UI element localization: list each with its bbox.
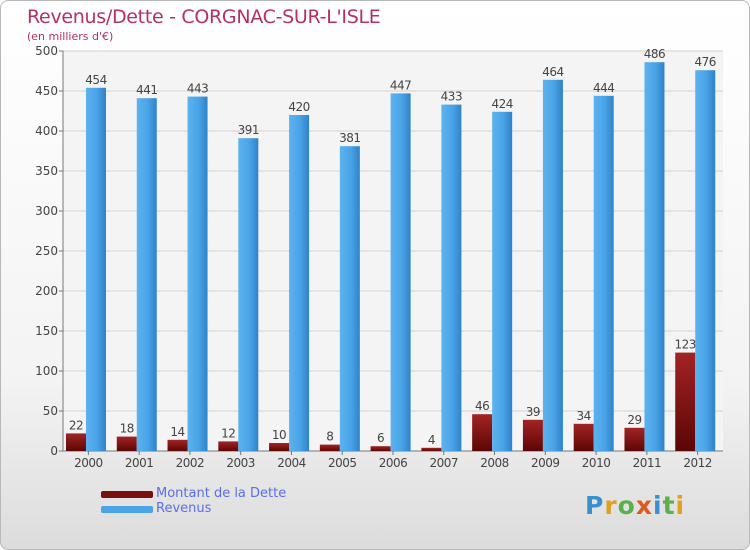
x-tick-label: 2011 [633,456,662,470]
data-label-revenue: 433 [441,90,462,104]
bar-revenue [187,96,208,451]
bar-debt [472,414,493,451]
y-tick-label: 450 [35,84,58,98]
bar-debt [167,439,188,451]
bar-revenue [441,104,462,451]
bar-debt [624,427,645,451]
bar-revenue [136,98,157,451]
x-tick-label: 2000 [74,456,103,470]
data-label-debt: 22 [69,418,83,432]
bar-debt [573,423,594,451]
data-label-debt: 123 [675,338,696,352]
data-label-debt: 4 [428,433,435,447]
bar-revenue [644,62,665,451]
bar-revenue [542,79,563,452]
data-label-revenue: 391 [238,123,259,137]
bar-debt [675,352,696,451]
bar-debt [116,436,137,451]
x-tick-label: 2007 [429,456,458,470]
data-label-revenue: 424 [491,97,512,111]
data-label-debt: 12 [221,426,235,440]
data-label-revenue: 486 [644,47,665,61]
data-label-debt: 46 [475,399,489,413]
chart-subtitle: (en milliers d'€) [27,30,114,43]
data-label-revenue: 441 [136,83,157,97]
bar-revenue [238,138,259,451]
data-label-revenue: 420 [288,100,309,114]
y-tick-label: 200 [35,284,58,298]
y-tick-label: 150 [35,324,58,338]
proxiti-logo: Proxiti [585,491,686,520]
data-label-debt: 10 [272,428,286,442]
legend-label-revenue: Revenus [156,501,212,516]
bar-revenue [593,95,614,452]
x-tick-label: 2005 [328,456,357,470]
bar-revenue [289,115,310,451]
data-label-revenue: 443 [187,82,208,96]
bar-revenue [339,146,360,451]
y-tick-label: 300 [35,204,58,218]
legend-swatch-revenue [101,506,153,513]
bar-debt [319,444,340,451]
data-label-revenue: 447 [390,78,411,92]
data-label-debt: 39 [526,405,540,419]
bar-debt [218,441,239,451]
bar-debt [269,443,290,451]
y-tick-label: 400 [35,124,58,138]
data-label-debt: 29 [627,413,641,427]
data-label-revenue: 444 [593,81,614,95]
y-tick-label: 250 [35,244,58,258]
legend-swatch-debt [101,491,153,498]
data-label-debt: 18 [120,422,134,436]
bar-debt [66,433,86,451]
x-tick-label: 2009 [531,456,560,470]
x-tick-label: 2008 [480,456,509,470]
legend-label-debt: Montant de la Dette [156,486,287,501]
data-label-debt: 6 [377,431,384,445]
bar-debt [522,419,543,451]
data-label-revenue: 464 [542,65,563,79]
chart-title: Revenus/Dette - CORGNAC-SUR-L'ISLE [27,6,381,28]
y-tick-label: 100 [35,364,58,378]
bar-revenue [492,111,513,452]
x-tick-label: 2012 [683,456,712,470]
bar-revenue [86,87,106,452]
bar-revenue [390,93,411,452]
x-tick-label: 2010 [582,456,611,470]
data-label-debt: 34 [577,409,591,423]
y-tick-label: 50 [43,404,58,418]
x-tick-label: 2003 [226,456,255,470]
x-tick-label: 2001 [125,456,154,470]
x-tick-label: 2004 [277,456,306,470]
bar-chart: 0 50 100 150 200 250 300 350 400 450 500 22 454 2000 1… [35,44,723,470]
y-tick-label: 350 [35,164,58,178]
bar-debt [421,447,442,451]
x-tick-label: 2002 [176,456,205,470]
bar-revenue [695,70,716,451]
bar-debt [370,446,391,451]
data-label-debt: 8 [326,430,333,444]
y-tick-label: 500 [35,44,58,58]
data-label-debt: 14 [170,425,184,439]
data-label-revenue: 381 [339,131,360,145]
x-tick-label: 2006 [379,456,408,470]
y-tick-label: 0 [50,444,58,458]
data-label-revenue: 454 [85,73,106,87]
data-label-revenue: 476 [695,55,716,69]
